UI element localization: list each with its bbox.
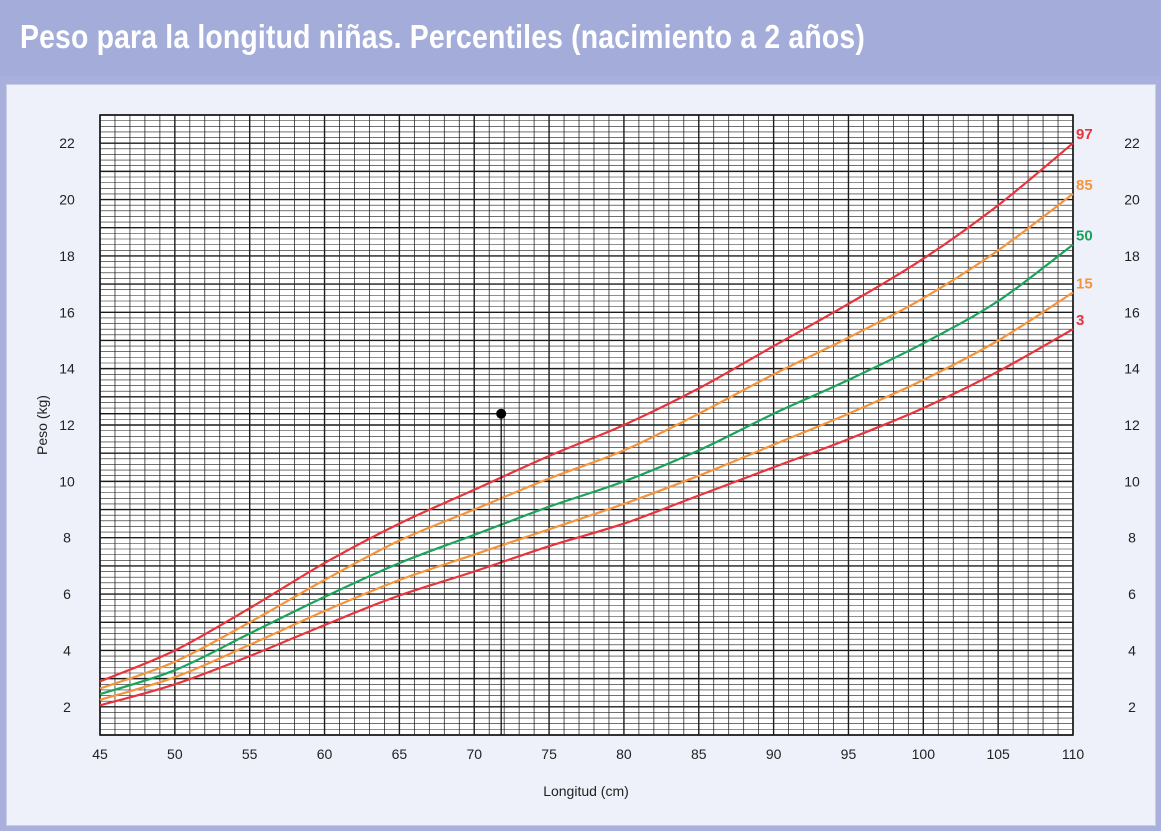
x-tick-label: 105 bbox=[986, 746, 1010, 762]
y-tick-label: 16 bbox=[1124, 304, 1140, 320]
percentile-label-97: 97 bbox=[1076, 126, 1093, 143]
percentile-line-97 bbox=[99, 142, 1074, 683]
annotation bbox=[100, 408, 507, 735]
y-tick-label: 22 bbox=[59, 135, 75, 151]
y-tick-label: 22 bbox=[1124, 135, 1140, 151]
y-tick-label: 8 bbox=[63, 530, 71, 546]
x-tick-label: 95 bbox=[841, 746, 857, 762]
x-tick-label: 50 bbox=[167, 746, 183, 762]
percentile-line-15 bbox=[99, 291, 1074, 701]
y-tick-label: 18 bbox=[1124, 248, 1140, 264]
y-tick-label: 12 bbox=[59, 417, 75, 433]
y-tick-label: 6 bbox=[63, 586, 71, 602]
header-bar: Peso para la longitud niñas. Percentiles… bbox=[0, 0, 1161, 76]
chart-title: Peso para la longitud niñas. Percentiles… bbox=[20, 18, 865, 55]
marked-point bbox=[496, 408, 507, 419]
percentile-label-3: 3 bbox=[1076, 312, 1084, 329]
percentile-label-15: 15 bbox=[1076, 276, 1093, 293]
y-tick-label: 8 bbox=[1128, 530, 1136, 546]
percentile-label-50: 50 bbox=[1076, 228, 1093, 245]
y-tick-label: 4 bbox=[63, 642, 71, 658]
y-tick-label: 10 bbox=[1124, 473, 1140, 489]
y-tick-label: 6 bbox=[1128, 586, 1136, 602]
y-tick-label: 14 bbox=[1124, 361, 1140, 377]
y-tick-label: 20 bbox=[59, 192, 75, 208]
y-tick-label: 12 bbox=[1124, 417, 1140, 433]
percentile-label-85: 85 bbox=[1076, 177, 1093, 194]
y-axis-label: Peso (kg) bbox=[34, 395, 50, 455]
y-tick-label: 4 bbox=[1128, 642, 1136, 658]
x-tick-label: 80 bbox=[616, 746, 632, 762]
chart-panel: 2 4 6 8 10 12 14 16 18 20 22 2 4 6 8 10 12 14 16 18 20 22 45… bbox=[6, 84, 1156, 826]
grid-major bbox=[99, 114, 1074, 736]
x-tick-label: 100 bbox=[912, 746, 936, 762]
x-tick-label: 45 bbox=[92, 746, 108, 762]
x-tick-label: 60 bbox=[317, 746, 333, 762]
percentile-line-85 bbox=[99, 193, 1074, 690]
x-tick-label: 110 bbox=[1062, 746, 1085, 762]
percentile-lines bbox=[99, 142, 1074, 707]
percentile-line-3 bbox=[99, 328, 1074, 707]
y-tick-label: 14 bbox=[59, 361, 75, 377]
y-tick-labels-right: 2 4 6 8 10 12 14 16 18 20 22 bbox=[1124, 135, 1140, 715]
y-tick-label: 16 bbox=[59, 304, 75, 320]
x-tick-labels: 45 50 55 60 65 70 75 80 85 90 95 100 105 110 bbox=[92, 746, 1084, 762]
percentile-line-50 bbox=[99, 243, 1074, 696]
y-tick-labels-left: 2 4 6 8 10 12 14 16 18 20 22 bbox=[59, 135, 75, 715]
y-tick-label: 10 bbox=[59, 473, 75, 489]
y-tick-label: 2 bbox=[1128, 699, 1136, 715]
y-tick-label: 18 bbox=[59, 248, 75, 264]
percentile-labels: 97 85 50 15 3 bbox=[1076, 126, 1093, 329]
plot-border bbox=[99, 114, 1074, 736]
y-tick-label: 2 bbox=[63, 699, 71, 715]
x-tick-label: 75 bbox=[541, 746, 557, 762]
y-tick-label: 20 bbox=[1124, 192, 1140, 208]
x-tick-label: 65 bbox=[392, 746, 408, 762]
x-tick-label: 90 bbox=[766, 746, 782, 762]
x-axis-label: Longitud (cm) bbox=[543, 783, 629, 799]
x-tick-label: 85 bbox=[691, 746, 707, 762]
x-tick-label: 70 bbox=[466, 746, 482, 762]
x-tick-label: 55 bbox=[242, 746, 258, 762]
